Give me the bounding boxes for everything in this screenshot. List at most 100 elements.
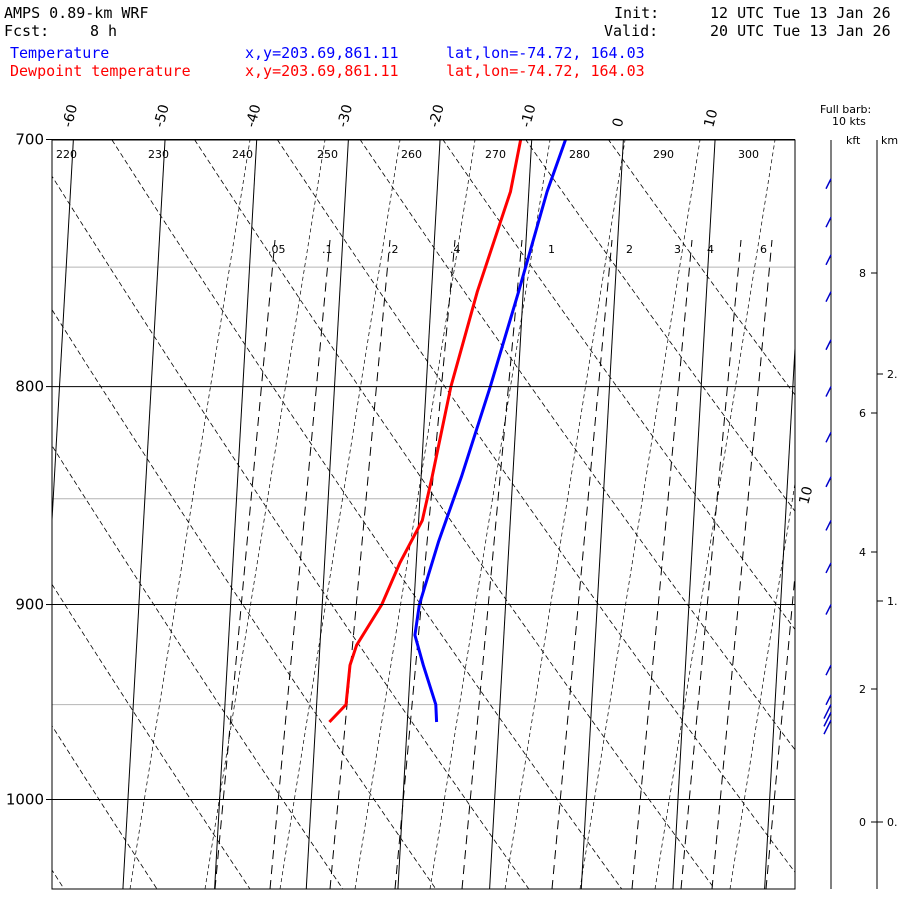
axis-labels: 7008009001000-70-60-50-40-30-20-10010220…: [6, 103, 817, 809]
wind-barb: [823, 704, 832, 719]
kft-tick-label: 6: [859, 407, 866, 420]
isotherm-label-10: 10: [796, 485, 816, 506]
mixing-ratio-line: [394, 239, 456, 889]
theta-label: 250: [317, 148, 338, 161]
pressure-label: 900: [15, 596, 44, 614]
dewpoint-line: [328, 140, 523, 724]
moist-adiabat: [805, 140, 900, 889]
moist-adiabat: [354, 140, 476, 889]
dry-adiabat: [52, 725, 158, 889]
mixing-ratio-line: [631, 239, 693, 889]
theta-label: 240: [232, 148, 253, 161]
moist-adiabat: [579, 140, 701, 889]
valid-label: Valid:: [604, 22, 659, 40]
mixing-ratio-line: [680, 239, 742, 889]
moist-adiabat: [654, 140, 776, 889]
mixing-ratio-line: [214, 239, 276, 889]
isotherm-label: -20: [426, 103, 447, 129]
dry-adiabat: [111, 140, 623, 889]
km-tick-label: 1.: [887, 595, 898, 608]
mixing-ratio-line: [461, 239, 523, 889]
latlon-dewpoint: lat,lon=-74.72, 164.03: [446, 62, 645, 80]
mixing-ratio-label: 4: [707, 243, 714, 256]
isotherm-label: -40: [243, 103, 264, 129]
latlon-temperature: lat,lon=-74.72, 164.03: [446, 44, 645, 62]
fcst-label: Fcst:: [4, 22, 50, 40]
wind-barb: [825, 216, 832, 228]
legend-dewpoint: Dewpoint temperature: [10, 62, 191, 80]
model-title: AMPS 0.89-km WRF: [4, 4, 149, 22]
init-time: 12 UTC Tue 13 Jan 26: [710, 4, 891, 22]
dry-adiabat: [608, 140, 795, 396]
wind-barb: [825, 291, 832, 303]
isotherm: [580, 140, 624, 889]
wind-barb: [825, 386, 832, 397]
background-lines: [52, 140, 900, 889]
wind-barb: [825, 664, 832, 676]
wind-barb: [825, 520, 832, 531]
theta-label: 220: [56, 148, 77, 161]
fcst-value: 8 h: [90, 22, 118, 40]
wind-barb: [823, 719, 832, 735]
dry-adiabat: [52, 444, 344, 889]
plot-frame: [46, 139, 796, 890]
km-label: km: [881, 134, 898, 147]
moist-adiabat: [429, 140, 551, 889]
sounding-series: [328, 140, 568, 724]
isotherm: [122, 140, 166, 889]
pressure-label: 800: [15, 378, 44, 396]
theta-label: 230: [148, 148, 169, 161]
xy-temperature: x,y=203.69,861.11: [245, 44, 399, 62]
isotherm: [764, 339, 795, 889]
moist-adiabat: [204, 140, 326, 889]
wind-barb: [825, 604, 832, 615]
theta-label: 300: [738, 148, 759, 161]
mixing-ratio-label: .05: [268, 243, 286, 256]
kft-tick-label: 8: [859, 267, 866, 280]
dry-adiabat: [194, 140, 716, 889]
dry-adiabat: [52, 308, 437, 889]
isotherm-label: -50: [151, 103, 172, 129]
mixing-ratio-label: .1: [322, 243, 333, 256]
mixing-ratio-label: 1: [548, 243, 555, 256]
isotherm: [214, 140, 258, 889]
mixing-ratio-line: [551, 239, 613, 889]
wind-barb: [825, 431, 832, 443]
dry-adiabat: [359, 140, 795, 751]
moist-adiabat: [279, 140, 401, 889]
wind-barb: [825, 178, 832, 190]
kft-tick-label: 0: [859, 816, 866, 829]
dry-adiabat: [52, 583, 251, 889]
isotherms: [52, 140, 795, 889]
theta-label: 260: [401, 148, 422, 161]
moist-adiabat: [504, 140, 626, 889]
wind-barb: [825, 476, 832, 488]
mixing-ratio-label: .4: [450, 243, 461, 256]
dry-adiabat: [525, 140, 795, 512]
mixing-ratio-label: 6: [760, 243, 767, 256]
wind-barb: [825, 254, 832, 266]
isotherm-label: 0: [610, 116, 628, 129]
mixing-ratio-label: .2: [388, 243, 399, 256]
wind-barb: [825, 339, 832, 351]
km-tick-label: 2.: [887, 368, 898, 381]
kft-tick-label: 2: [859, 683, 866, 696]
mixing-ratio-label: 3: [674, 243, 681, 256]
dry-adiabat: [277, 140, 795, 873]
isotherm: [397, 140, 441, 889]
valid-time: 20 UTC Tue 13 Jan 26: [710, 22, 891, 40]
isotherm-label: -30: [335, 103, 356, 129]
barb-note-2: 10 kts: [832, 115, 866, 128]
theta-label: 290: [653, 148, 674, 161]
temperature-line: [413, 140, 568, 723]
mixing-ratio-label: 2: [626, 243, 633, 256]
isotherm-label: -60: [60, 103, 81, 129]
mixing-ratio-line: [269, 239, 331, 889]
kft-label: kft: [846, 134, 861, 147]
wind-barb: [825, 562, 832, 574]
dry-adiabat: [442, 140, 795, 631]
barb-note-1: Full barb:: [820, 103, 871, 116]
height-axis: kft km 0 2 4 6 8 0. 1. 2.: [846, 134, 898, 889]
isotherm-label: -10: [518, 103, 539, 129]
